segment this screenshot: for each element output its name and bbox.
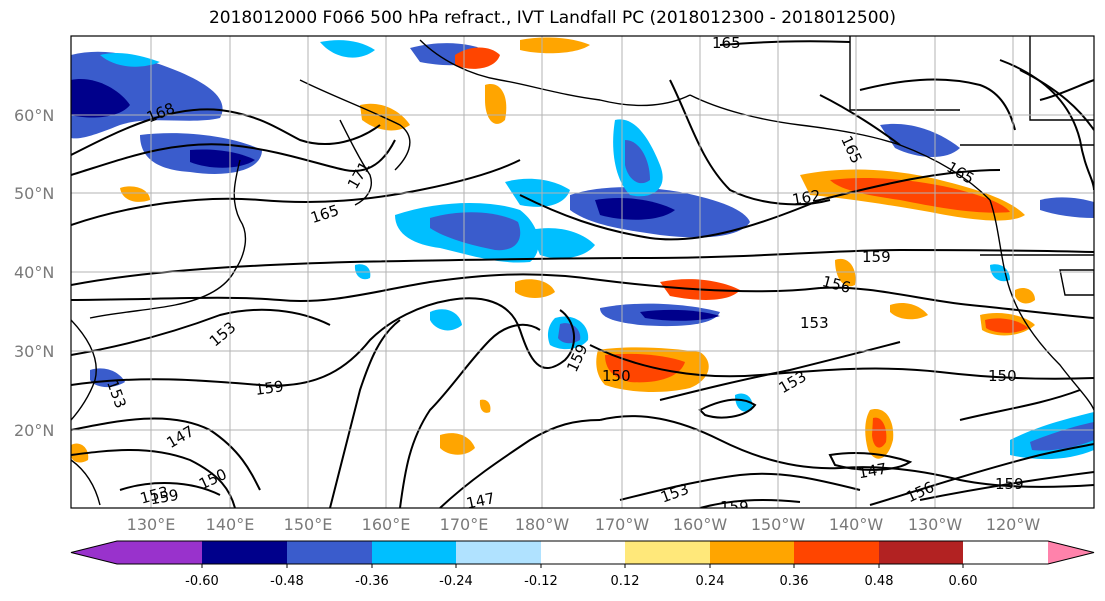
colorbar-extend-min — [71, 541, 117, 564]
lon-tick-label: 160°E — [362, 515, 411, 534]
colorbar-segment — [541, 541, 625, 564]
lon-tick-label: 130°W — [908, 515, 963, 534]
lat-tick-label: 60°N — [14, 106, 54, 125]
colorbar-extend-max — [1048, 541, 1094, 564]
colorbar-tick-label: -0.48 — [270, 574, 304, 589]
colorbar-tick-label: 0.60 — [949, 574, 978, 589]
colorbar-tick-label: -0.12 — [524, 574, 558, 589]
colorbar-segment — [202, 541, 287, 564]
colorbar-segment — [456, 541, 541, 564]
contour-label: 159 — [862, 248, 891, 266]
lon-tick-label: 160°W — [673, 515, 728, 534]
contour-label: 153 — [800, 314, 829, 332]
colorbar-tick-label: -0.24 — [439, 574, 473, 589]
contour-label: 147 — [857, 460, 888, 483]
lat-tick-label: 40°N — [14, 263, 54, 282]
colorbar-tick-label: 0.24 — [696, 574, 725, 589]
latitude-axis: 60°N 50°N 40°N 30°N 20°N — [14, 106, 54, 440]
map-content: 165 168 165 171 162 165 165 159 156 153 … — [71, 34, 1094, 516]
lon-tick-label: 140°W — [829, 515, 884, 534]
contour-label: 159 — [149, 486, 180, 509]
colorbar-tick-label: 0.48 — [865, 574, 894, 589]
lon-tick-label: 150°E — [284, 515, 333, 534]
colorbar-segment — [794, 541, 879, 564]
colorbar-outline — [70, 540, 1095, 565]
contour-label: 165 — [712, 34, 741, 52]
colorbar-segment — [372, 541, 456, 564]
contour-label: 159 — [720, 498, 749, 516]
lon-tick-label: 130°E — [127, 515, 176, 534]
lon-tick-label: 120°W — [986, 515, 1041, 534]
colorbar-tick-label: -0.60 — [185, 574, 219, 589]
colorbar-segment — [625, 541, 710, 564]
lon-tick-label: 170°W — [595, 515, 650, 534]
colorbar-tick-label: 0.12 — [611, 574, 640, 589]
lat-tick-label: 30°N — [14, 342, 54, 361]
colorbar: -0.60 -0.48 -0.36 -0.24 -0.12 0.12 0.24 … — [70, 540, 1095, 589]
lat-tick-label: 20°N — [14, 421, 54, 440]
lat-tick-label: 50°N — [14, 184, 54, 203]
colorbar-tick-label: 0.36 — [780, 574, 809, 589]
colorbar-ticks: -0.60 -0.48 -0.36 -0.24 -0.12 0.12 0.24 … — [185, 574, 977, 589]
contour-label: 150 — [602, 367, 631, 385]
lon-tick-label: 140°E — [206, 515, 255, 534]
contour-label: 147 — [465, 489, 497, 513]
contour-label: 159 — [995, 475, 1024, 493]
lon-tick-label: 170°E — [440, 515, 489, 534]
colorbar-segment — [879, 541, 963, 564]
colorbar-tick-label: -0.36 — [355, 574, 389, 589]
lon-tick-label: 150°W — [751, 515, 806, 534]
colorbar-segment — [117, 541, 202, 564]
colorbar-segment — [287, 541, 372, 564]
lon-tick-label: 180°W — [515, 515, 570, 534]
contour-label: 150 — [988, 367, 1017, 385]
map-title: 2018012000 F066 500 hPa refract., IVT La… — [208, 8, 896, 28]
contour-label: 159 — [254, 377, 285, 399]
contour-label: 162 — [791, 186, 822, 209]
coastlines — [71, 36, 1094, 506]
colorbar-segment — [710, 541, 794, 564]
graticule — [71, 36, 1094, 508]
map-frame — [70, 35, 1095, 509]
colorbar-segments — [70, 540, 1095, 568]
longitude-axis: 130°E 140°E 150°E 160°E 170°E 180°W 170°… — [127, 515, 1041, 534]
refractivity-contours — [71, 40, 1094, 508]
